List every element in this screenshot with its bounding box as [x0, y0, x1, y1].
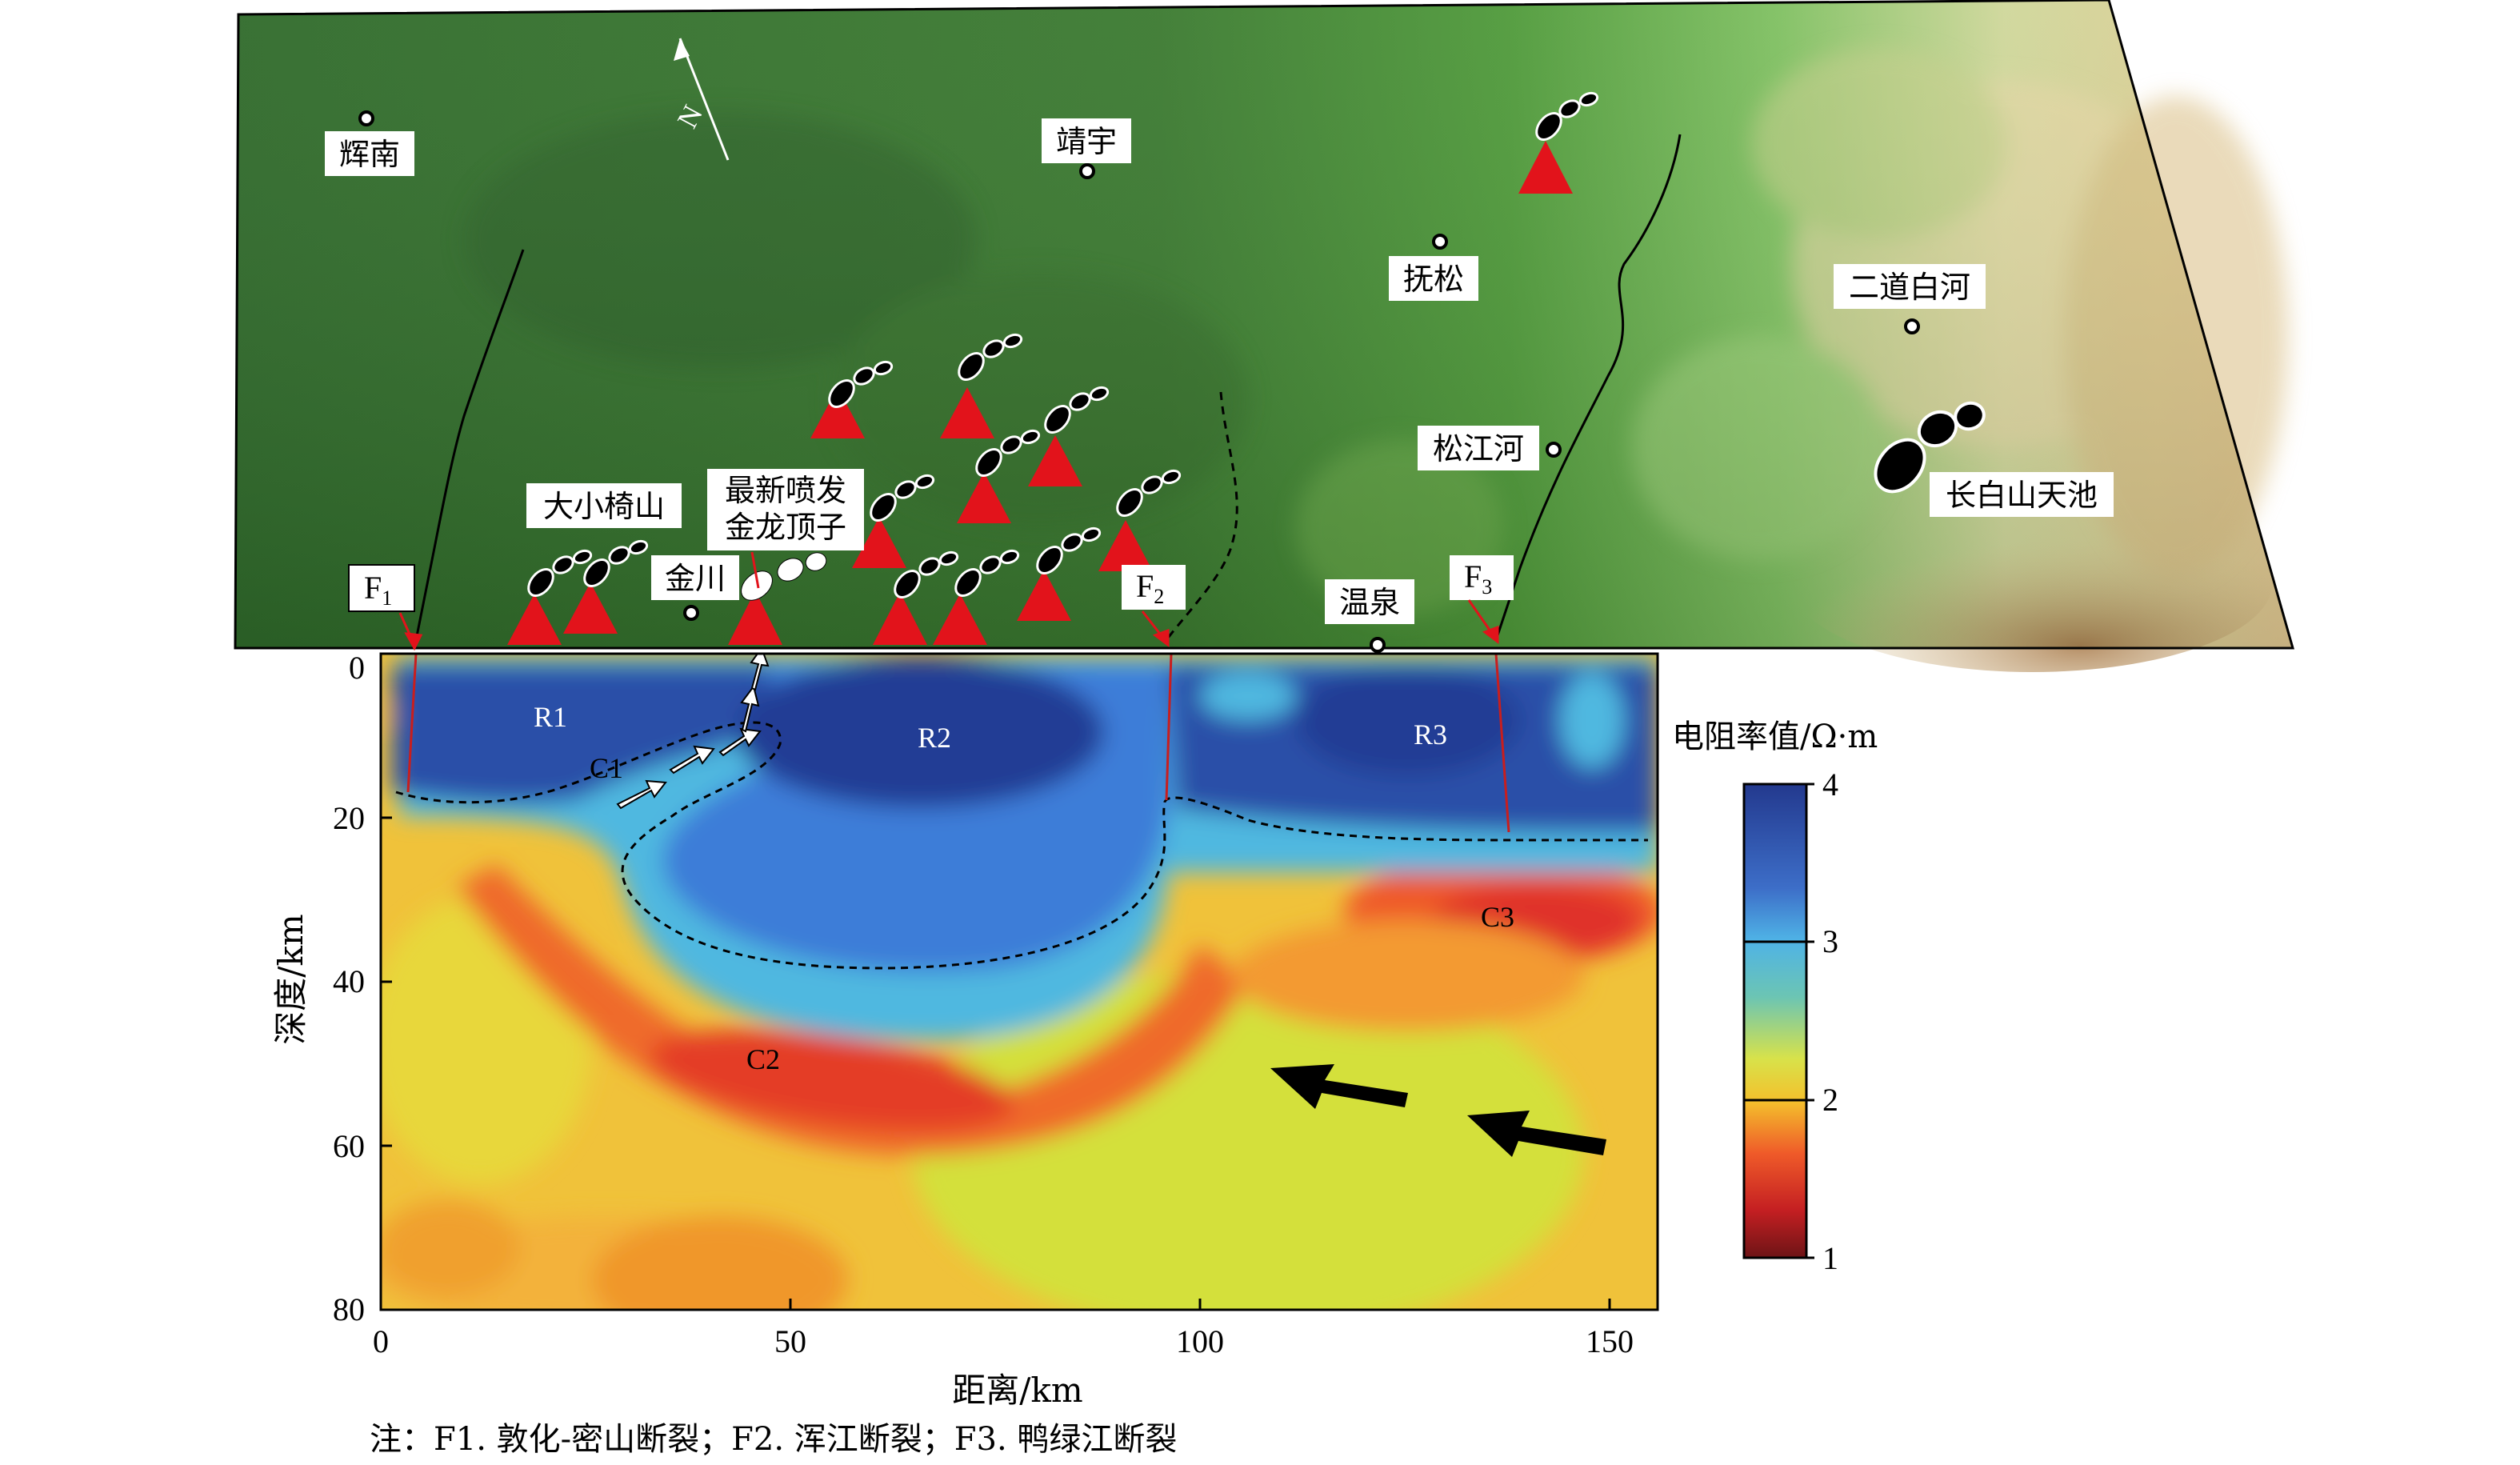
eruption-icon: [870, 474, 935, 522]
eruption-icon: [1036, 526, 1102, 574]
fault-labels: F1 F2 F3: [348, 555, 1514, 612]
volcano-icon: [852, 517, 906, 568]
volcano-icon: [1028, 435, 1082, 486]
x-axis-title: 距离/km: [952, 1371, 1082, 1410]
volcano-icon: [873, 592, 927, 645]
place-label-jingyu: 靖宇: [1056, 124, 1117, 159]
fault-label-f2: F2: [1136, 568, 1164, 608]
y-axis-title: 深度/km: [271, 914, 310, 1044]
region-label-c3: C3: [1481, 901, 1514, 933]
fault-pointers: [398, 551, 1499, 651]
y-tick-label: 60: [333, 1128, 365, 1164]
fault-line-f3: [1494, 134, 1682, 641]
fault-line-f1: [414, 249, 525, 641]
latest-eruption-label-line2: 金龙顶子: [725, 510, 846, 545]
x-tick-label: 150: [1586, 1323, 1634, 1359]
figure-note: 注：F1. 敦化-密山断裂；F2. 浑江断裂；F3. 鸭绿江断裂: [370, 1421, 1177, 1458]
y-tick-label: 80: [333, 1291, 365, 1327]
terrain-map: N: [234, 0, 2294, 672]
eruption-icon: [958, 333, 1023, 381]
town-marker-icon: [1370, 637, 1386, 653]
x-axis: [379, 1299, 1611, 1310]
x-tick-label: 50: [774, 1323, 806, 1359]
volcano-icon: [1017, 570, 1071, 621]
place-label-tianchi: 长白山天池: [1946, 478, 2098, 513]
eruption-clusters: [527, 91, 1986, 601]
latest-eruption-label-line1: 最新喷发: [725, 473, 846, 508]
magma-path-arrows: [616, 654, 770, 810]
colorbar: 电阻率值/Ω·m 4 3 2 1: [1672, 718, 1878, 1276]
place-labels: 辉南 靖宇 抚松 二道白河 松江河 长白山天池 大小椅山 金川 温泉 最新喷发 …: [325, 118, 2114, 624]
resistive-boundary-dashed: [395, 721, 1648, 970]
y-tick-label: 20: [333, 800, 365, 836]
fault-trace-f3: [1494, 654, 1510, 833]
eruption-icon: [1116, 469, 1182, 517]
town-marker-icon: [683, 605, 699, 621]
volcano-icon: [1098, 520, 1153, 571]
colorbar-gradient: [1742, 783, 1808, 1259]
eruption-icon: [828, 360, 894, 408]
eruption-icon: [1535, 91, 1599, 141]
resistivity-field: [381, 656, 1658, 1310]
arrow-icon: [1270, 1064, 1408, 1109]
place-label-jinchuan: 金川: [665, 561, 726, 596]
mantle-flow-arrows: [1270, 1064, 1606, 1157]
town-marker-icon: [1079, 163, 1095, 179]
colorbar-tick-label: 2: [1822, 1082, 1838, 1118]
volcano-icon: [940, 387, 994, 438]
volcano-icon: [1518, 141, 1573, 194]
colorbar-tick-label: 3: [1822, 923, 1838, 959]
eruption-icon: [1044, 386, 1110, 434]
eruption-icon-tianchi: [1874, 401, 1986, 494]
y-tick-labels: 0 20 40 60 80: [333, 650, 365, 1327]
fault-line-f2-dashed: [1165, 391, 1238, 641]
eruption-icon: [894, 550, 959, 598]
region-label-c2: C2: [746, 1043, 780, 1075]
place-label-erdaobaihe: 二道白河: [1849, 270, 1970, 305]
fault-trace-f1: [406, 654, 418, 793]
eruption-icon: [975, 429, 1041, 477]
fault-trace-f2: [1165, 654, 1173, 801]
colorbar-title: 电阻率值/Ω·m: [1672, 718, 1878, 755]
place-label-fusong: 抚松: [1403, 262, 1464, 297]
x-tick-label: 100: [1176, 1323, 1224, 1359]
y-tick-label: 40: [333, 963, 365, 999]
town-marker-icon: [1904, 318, 1920, 334]
eruption-icon: [954, 549, 1020, 597]
colorbar-tick-label: 4: [1822, 767, 1838, 803]
volcano-icon: [563, 582, 618, 634]
x-tick-labels: 0 50 100 150: [373, 1323, 1634, 1359]
town-marker-icon: [358, 110, 374, 126]
volcano-icon: [957, 472, 1011, 523]
place-label-huinan: 辉南: [339, 137, 400, 172]
region-label-r1: R1: [534, 701, 567, 733]
colorbar-tick-label: 1: [1822, 1240, 1838, 1276]
volcano-icon: [507, 594, 562, 645]
volcano-icon: [728, 590, 782, 645]
region-label-r3: R3: [1414, 718, 1447, 751]
region-label-c1: C1: [590, 752, 623, 784]
town-marker-icon: [1432, 234, 1448, 250]
fault-label-f3: F3: [1464, 558, 1492, 598]
place-label-daxiaoyishan: 大小椅山: [543, 489, 665, 524]
region-label-r2: R2: [918, 722, 951, 754]
place-label-wenquan: 温泉: [1339, 585, 1400, 620]
place-label-songjianghe: 松江河: [1433, 431, 1524, 466]
y-tick-label: 0: [349, 650, 365, 686]
resistivity-section: R1 R2 R3 C1 C2 C3: [381, 654, 1658, 1310]
y-axis: [381, 652, 392, 1311]
volcano-icon: [810, 387, 865, 438]
volcano-markers: [507, 141, 1573, 645]
town-marker-icon: [1546, 442, 1562, 458]
eruption-icon: [527, 549, 593, 597]
place-dots: [358, 110, 1920, 653]
eruption-icon: [583, 539, 649, 587]
volcano-icon: [933, 594, 987, 645]
fault-label-f1: F1: [364, 570, 392, 610]
x-tick-label: 0: [373, 1323, 389, 1359]
arrow-icon: [1467, 1111, 1606, 1157]
